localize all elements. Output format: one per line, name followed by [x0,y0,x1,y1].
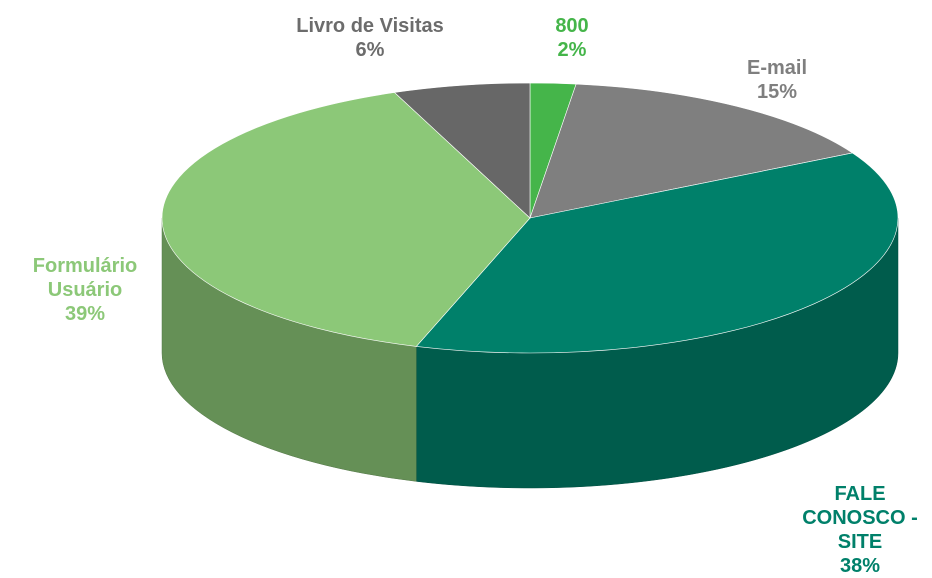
data-label: Formulário Usuário 39% [10,254,160,326]
slice [529,83,854,219]
label-name: E-mail [746,57,808,79]
label-name: Livro de Visitas [296,15,444,37]
slice [393,82,531,219]
slice [415,152,899,354]
data-label: E-mail 15% [717,56,837,104]
data-label: 800 2% [512,14,632,62]
label-name: FALE CONOSCO - SITE [802,483,918,553]
label-name: 800 [555,15,589,37]
data-label: FALE CONOSCO - SITE 38% [790,482,930,578]
label-value: 2% [557,39,587,61]
label-value: 38% [839,555,881,577]
label-value: 39% [64,303,106,325]
label-value: 6% [355,39,385,61]
label-value: 15% [756,81,798,103]
label-name: Formulário Usuário [32,255,138,301]
slice [161,92,531,347]
data-label: Livro de Visitas 6% [255,14,485,62]
